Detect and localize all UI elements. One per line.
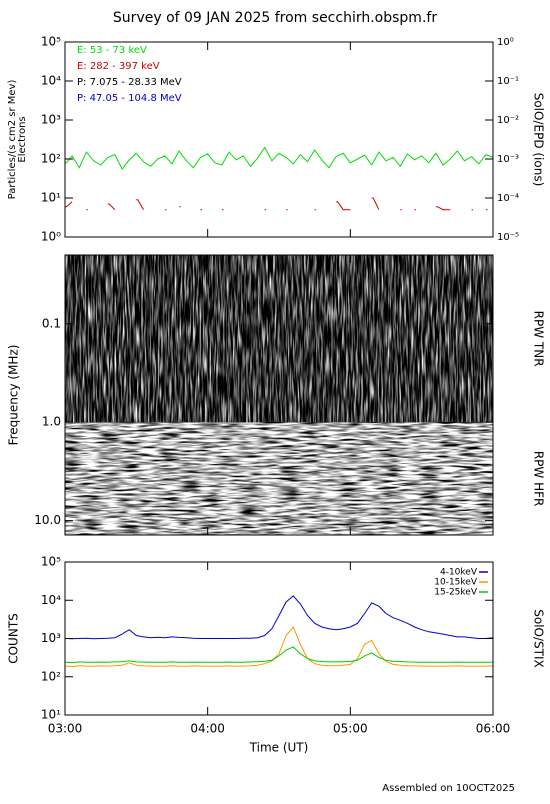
panel-annotation: RPW TNR bbox=[532, 311, 546, 367]
y2-axis-label: SolO/EPD (ions) bbox=[532, 93, 546, 187]
y-axis-label: Electrons bbox=[17, 116, 28, 162]
panel-annotation: RPW HFR bbox=[532, 451, 546, 507]
data-line bbox=[65, 646, 494, 664]
y-tick-label: 10² bbox=[41, 669, 61, 683]
y2-tick-label: 10⁻² bbox=[497, 115, 519, 126]
y2-axis-label: SolO/STIX bbox=[532, 609, 546, 668]
legend-label: 10-15keV bbox=[434, 578, 478, 588]
legend-label: 4-10keV bbox=[440, 568, 478, 578]
y-tick-label: 10.0 bbox=[34, 513, 61, 527]
hfr-image bbox=[65, 422, 493, 535]
y-axis-label: COUNTS bbox=[7, 613, 21, 664]
y-axis-label: Particles/(s cm2 sr Mev) bbox=[7, 80, 18, 200]
y-tick-label: 10¹ bbox=[41, 191, 61, 205]
footer: Assembled on 10OCT2025 bbox=[382, 783, 515, 794]
y-axis-label: Frequency (MHz) bbox=[7, 345, 21, 446]
data-line bbox=[65, 595, 494, 640]
spectrogram bbox=[65, 255, 493, 535]
y-tick-label: 0.1 bbox=[42, 316, 61, 330]
y2-tick-label: 10⁻³ bbox=[497, 154, 519, 165]
y2-tick-label: 10⁰ bbox=[497, 37, 514, 48]
legend-label: E: 282 - 397 keV bbox=[77, 61, 160, 72]
plot-frame bbox=[64, 41, 494, 238]
data-line bbox=[65, 626, 494, 668]
y-tick-label: 10² bbox=[41, 152, 61, 166]
tnr-image bbox=[65, 255, 493, 423]
y-tick-label: 10⁵ bbox=[41, 35, 61, 49]
chart-title: Survey of 09 JAN 2025 from secchirh.obsp… bbox=[113, 10, 437, 26]
x-tick-label: 04:00 bbox=[190, 722, 225, 736]
plot-frame bbox=[64, 254, 494, 536]
y2-tick-label: 10⁻⁵ bbox=[497, 232, 519, 243]
legend-label: P: 7.075 - 28.33 MeV bbox=[77, 77, 182, 88]
y2-tick-label: 10⁻⁴ bbox=[497, 193, 519, 204]
legend-label: E: 53 - 73 keV bbox=[77, 45, 147, 56]
legend-label: 15-25keV bbox=[434, 588, 478, 598]
y-tick-label: 10¹ bbox=[41, 708, 61, 722]
y-tick-label: 1.0 bbox=[42, 415, 61, 429]
x-tick-label: 05:00 bbox=[333, 722, 368, 736]
data-line bbox=[65, 146, 494, 171]
y-tick-label: 10³ bbox=[41, 631, 61, 645]
plot-frame bbox=[64, 561, 494, 716]
y-tick-label: 10⁴ bbox=[41, 593, 61, 607]
legend-label: P: 47.05 - 104.8 MeV bbox=[77, 93, 182, 104]
y-tick-label: 10³ bbox=[41, 113, 61, 127]
x-tick-label: 06:00 bbox=[476, 722, 511, 736]
y-tick-label: 10⁴ bbox=[41, 74, 61, 88]
data-line bbox=[65, 197, 488, 211]
y-tick-label: 10⁵ bbox=[41, 555, 61, 569]
x-tick-label: 03:00 bbox=[48, 722, 83, 736]
y-tick-label: 10⁰ bbox=[41, 230, 61, 244]
x-axis-label: Time (UT) bbox=[249, 741, 309, 755]
y2-tick-label: 10⁻¹ bbox=[497, 76, 519, 87]
